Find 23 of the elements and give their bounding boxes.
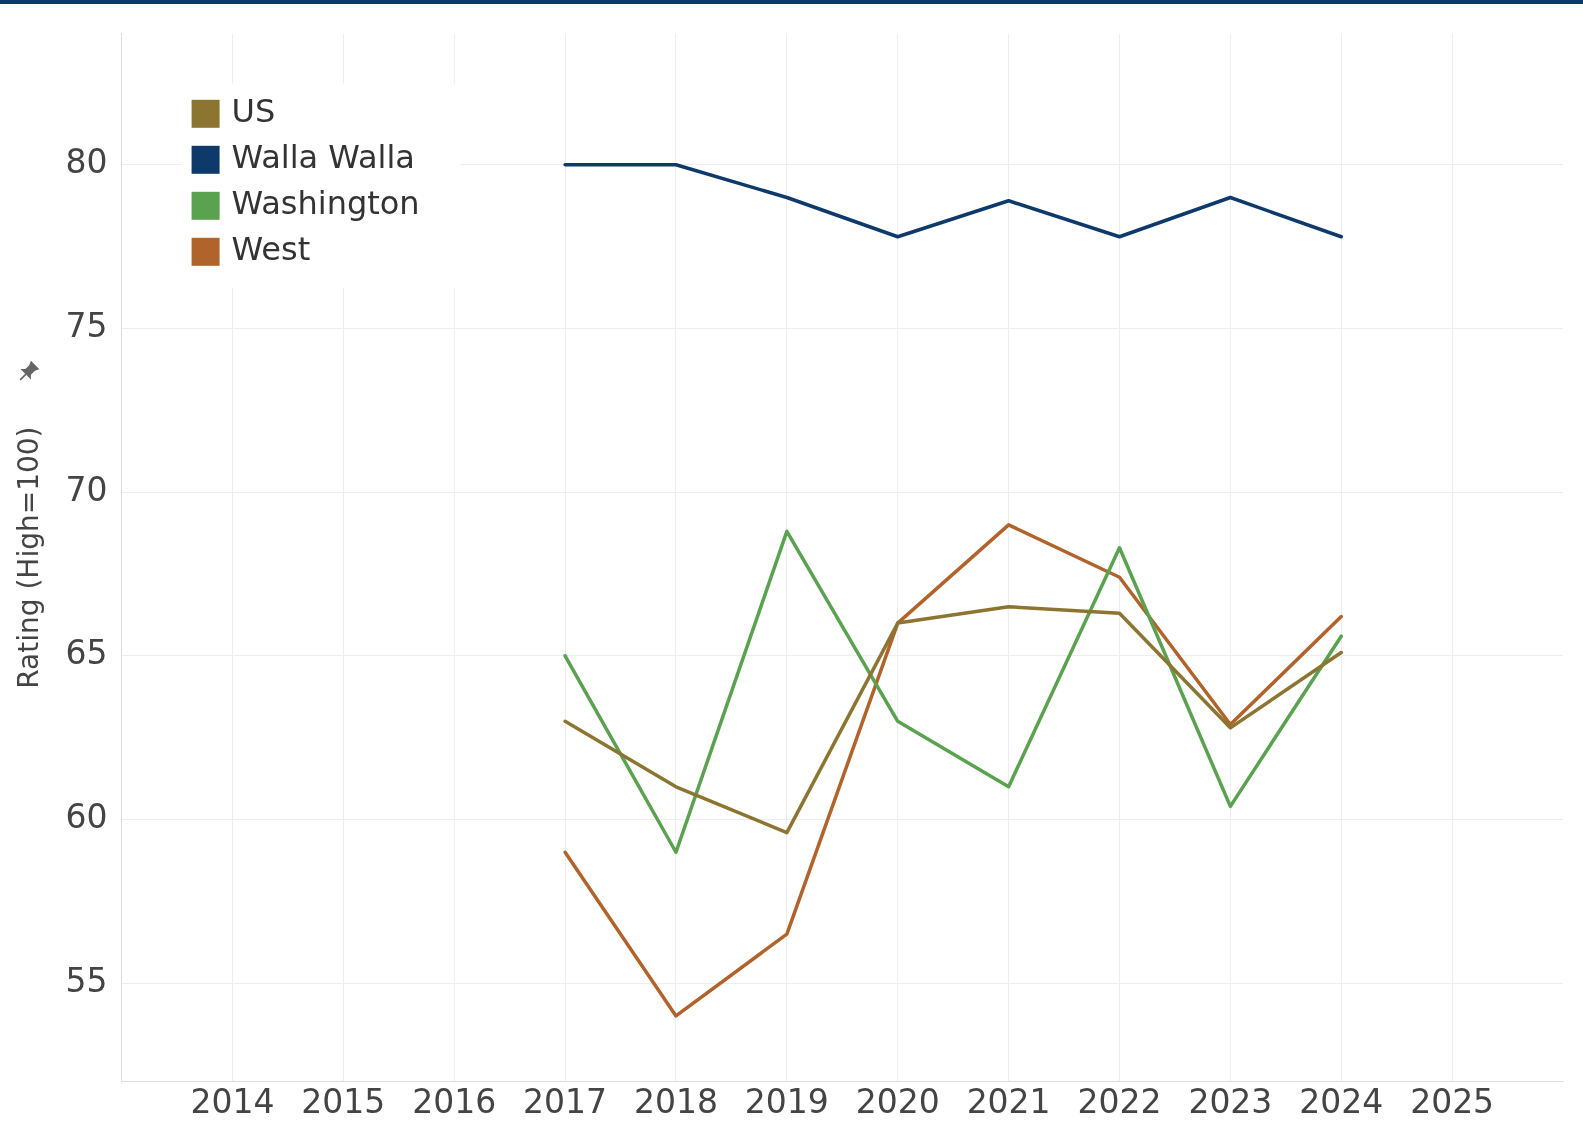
y-tick-label: 55 (65, 960, 108, 1000)
x-tick-label: 2022 (1077, 1081, 1162, 1121)
x-tick-label: 2019 (744, 1081, 829, 1121)
x-tick-label: 2021 (966, 1081, 1051, 1121)
x-tick-label: 2020 (855, 1081, 940, 1121)
legend-label: West (231, 230, 311, 269)
legend-label: Washington (231, 184, 420, 223)
legend-label: Walla Walla (231, 138, 415, 177)
x-tick-label: 2024 (1299, 1081, 1384, 1121)
y-axis-title: Rating (High=100) (12, 426, 46, 689)
y-tick-label: 80 (65, 142, 108, 182)
legend-label: US (231, 92, 276, 131)
y-tick-label: 65 (65, 633, 108, 673)
y-tick-label: 75 (65, 306, 108, 346)
x-tick-label: 2015 (301, 1081, 386, 1121)
y-tick-label: 60 (65, 797, 108, 837)
x-tick-label: 2023 (1188, 1081, 1273, 1121)
y-tick-label: 70 (65, 469, 108, 509)
x-tick-label: 2025 (1410, 1081, 1495, 1121)
x-tick-label: 2016 (412, 1081, 497, 1121)
x-tick-label: 2018 (633, 1081, 718, 1121)
x-tick-label: 2014 (190, 1081, 275, 1121)
x-tick-label: 2017 (523, 1081, 608, 1121)
